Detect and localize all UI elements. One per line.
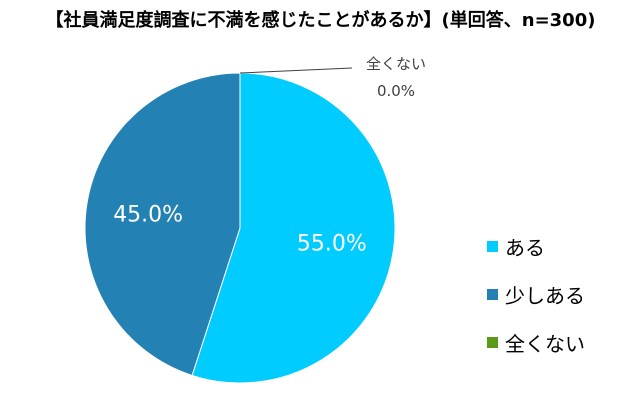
data-label-sukoshi-aru: 45.0% xyxy=(113,202,183,227)
leader-line-mattaku-nai xyxy=(239,67,353,74)
data-label-mattaku-nai: 0.0% xyxy=(377,82,415,100)
legend-item-aru: ある xyxy=(487,232,585,260)
category-label-mattaku-nai: 全くない xyxy=(366,55,426,73)
pie-slice-sukoshi-aru xyxy=(84,72,241,377)
data-label-aru: 55.0% xyxy=(297,232,367,257)
legend-swatch-sukoshi-aru xyxy=(487,288,498,300)
legend-label-mattaku-nai: 全くない xyxy=(505,331,585,356)
legend-label-sukoshi-aru: 少しある xyxy=(505,283,585,308)
chart-title: 【社員満足度調査に不満を感じたことがあるか】(単回答、n=300) xyxy=(45,10,596,31)
pie-slice-aru xyxy=(191,72,396,384)
legend-swatch-mattaku-nai xyxy=(487,336,498,348)
legend: ある 少しある 全くない xyxy=(487,232,585,376)
legend-item-sukoshi-aru: 少しある xyxy=(487,280,585,308)
legend-label-aru: ある xyxy=(505,235,545,260)
legend-swatch-aru xyxy=(487,240,498,252)
legend-item-mattaku-nai: 全くない xyxy=(487,328,585,356)
